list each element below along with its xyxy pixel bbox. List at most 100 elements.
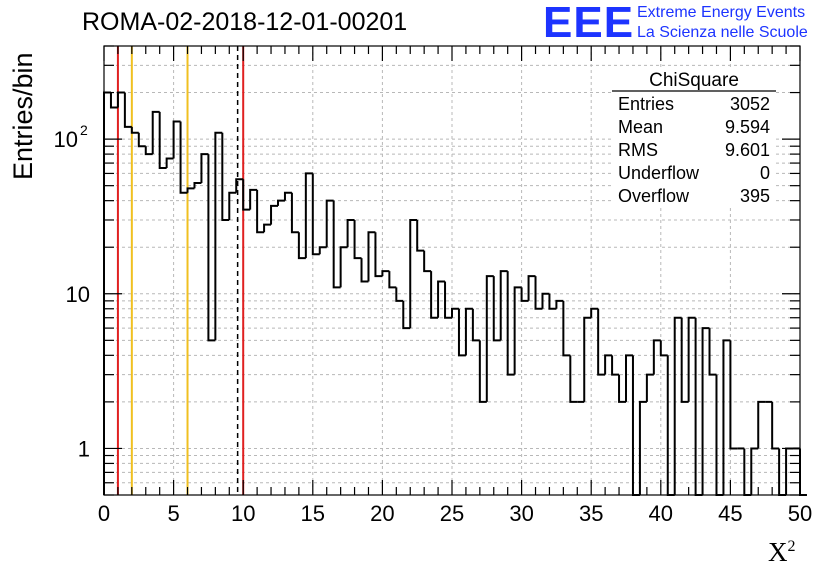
histogram-bin	[687, 316, 696, 402]
histogram-bin	[645, 373, 654, 402]
x-axis-title-base: X	[768, 537, 788, 567]
histogram-bin	[109, 92, 118, 109]
histogram-bin	[562, 300, 571, 357]
histogram-bin	[680, 317, 689, 403]
histogram-bin	[137, 132, 146, 148]
stats-row-label-underflow: Underflow	[618, 163, 700, 183]
histogram-bin	[799, 448, 807, 496]
stats-row-value-underflow: 0	[760, 163, 770, 183]
eee-logo-line1: Extreme Energy Events	[637, 4, 806, 21]
stats-row-label-rms: RMS	[618, 140, 658, 160]
histogram-bin	[374, 232, 383, 278]
stats-box-background	[612, 67, 776, 207]
x-tick-label: 0	[98, 501, 110, 526]
histogram-bin	[555, 299, 564, 309]
x-axis-title: X2	[768, 537, 796, 568]
histogram-bin	[249, 188, 258, 210]
histogram-series	[103, 91, 807, 496]
stats-row-value-overflow: 395	[740, 186, 770, 206]
eee-logo-line2: La Scienza nelle Scuole	[637, 24, 808, 41]
histogram-bin	[471, 308, 480, 342]
histogram-bin	[158, 111, 167, 170]
histogram-bin	[631, 355, 640, 496]
histogram-bin	[277, 199, 285, 206]
y-tick-label-exponent: 2	[80, 122, 88, 138]
histogram-bin	[457, 308, 466, 357]
x-tick-label: 25	[440, 501, 464, 526]
histogram-bin	[548, 293, 557, 310]
y-tick-label: 10	[66, 282, 90, 307]
histogram-bin	[283, 191, 292, 201]
histogram-bin	[193, 182, 202, 189]
histogram-bin	[520, 287, 529, 302]
histogram-bin	[590, 307, 599, 318]
histogram-bin	[666, 355, 675, 496]
histogram-bin	[437, 280, 446, 318]
histogram-bin	[395, 287, 404, 302]
histogram-bin	[659, 340, 668, 357]
histogram-bin	[541, 292, 550, 309]
stats-box: ChiSquare Entries 3052 Mean 9.594 RMS 9.…	[612, 67, 776, 207]
histogram-bin	[207, 154, 216, 342]
histogram-bin	[451, 307, 459, 318]
histogram-bin	[130, 126, 139, 134]
histogram-bin	[151, 110, 160, 155]
histogram-bin	[771, 401, 780, 450]
histogram-bin	[346, 218, 355, 248]
histogram-bin	[416, 219, 425, 252]
marker-lines	[116, 46, 245, 495]
histogram-bin	[715, 374, 724, 496]
histogram-bin	[673, 316, 682, 495]
histogram-bin	[165, 157, 174, 169]
histogram-bin	[311, 173, 320, 256]
histogram-bin	[625, 354, 633, 402]
histogram-bin	[325, 199, 334, 248]
histogram-bin	[478, 340, 487, 403]
histogram-bin	[409, 218, 418, 329]
stats-row-label-entries: Entries	[618, 94, 674, 114]
histogram-bin	[618, 374, 626, 403]
histogram-bin	[290, 192, 299, 234]
histogram-bin	[228, 191, 237, 220]
histogram-bin	[430, 271, 439, 319]
histogram-bin	[423, 250, 432, 273]
histogram-bin	[604, 354, 613, 375]
histogram-bin	[339, 246, 348, 288]
histogram-bin	[464, 307, 473, 356]
histogram-bin	[263, 223, 272, 233]
histogram-bin	[332, 200, 341, 289]
histogram-bin	[694, 317, 703, 496]
histogram-bin	[242, 179, 251, 211]
histogram-bin	[353, 219, 362, 260]
axis-ticks	[103, 45, 801, 496]
histogram-bin	[611, 355, 620, 376]
histogram-bin	[513, 286, 522, 375]
histogram-bin	[304, 172, 313, 259]
histogram-bin	[179, 121, 188, 194]
histogram-bin	[144, 146, 153, 156]
histogram-bin	[297, 232, 306, 260]
histogram-bin	[186, 187, 195, 193]
x-tick-label: 20	[370, 501, 394, 526]
y-tick-label: 1	[78, 436, 90, 461]
histogram-bin	[750, 447, 759, 495]
stats-row-label-overflow: Overflow	[618, 186, 690, 206]
histogram-bin	[499, 270, 508, 341]
histogram-bin	[270, 204, 278, 225]
histogram-bin	[123, 92, 132, 128]
x-tick-label: 50	[788, 501, 812, 526]
stats-row-value-rms: 9.601	[725, 140, 770, 160]
histogram-bin	[235, 178, 244, 193]
x-axis-title-superscript: 2	[787, 538, 796, 555]
x-tick-label: 5	[167, 501, 179, 526]
histogram-bin	[402, 300, 411, 330]
histogram-bin	[722, 339, 731, 495]
stats-box-title: ChiSquare	[649, 70, 739, 91]
histogram-bin	[638, 400, 647, 495]
histogram-bin	[583, 316, 592, 402]
histogram-bin	[506, 271, 515, 376]
histogram-bin	[360, 258, 369, 283]
histogram-bin	[708, 328, 717, 376]
